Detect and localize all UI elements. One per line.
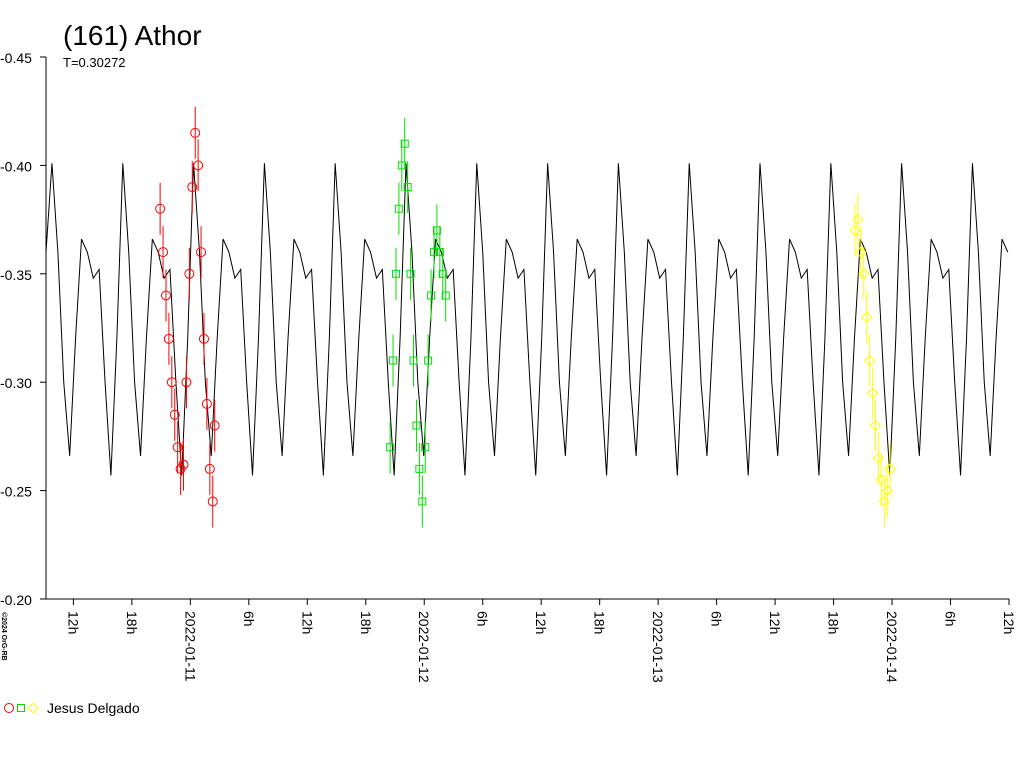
data-point (158, 247, 169, 258)
data-point (204, 463, 215, 474)
data-point (172, 442, 183, 453)
y-tick-label: -0.45 (0, 50, 32, 66)
model-curve (45, 163, 1009, 476)
data-point (397, 161, 406, 170)
data-point (412, 421, 421, 430)
data-point (421, 443, 430, 452)
data-point (441, 291, 450, 300)
data-point (181, 377, 192, 388)
data-point (166, 377, 177, 388)
x-tick-label: 2022-01-14 (884, 611, 900, 683)
y-tick-label: -0.35 (0, 267, 32, 283)
data-point (869, 419, 882, 432)
y-tick-label: -0.20 (0, 592, 32, 608)
data-point (427, 291, 436, 300)
data-point (852, 213, 864, 226)
x-tick-label: 2022-01-12 (416, 611, 432, 683)
x-tick-label: 18h (826, 611, 842, 634)
x-tick-label: 2022-01-11 (182, 611, 198, 682)
data-point (394, 204, 403, 213)
data-point (432, 226, 441, 235)
data-point (196, 247, 207, 258)
data-point (406, 269, 415, 278)
data-point (389, 356, 398, 365)
data-point (884, 463, 896, 475)
data-point (155, 203, 166, 214)
data-point (866, 387, 879, 399)
x-tick-label: 6h (709, 611, 725, 627)
data-point (187, 182, 198, 193)
data-point (429, 248, 438, 257)
data-point (169, 409, 180, 420)
data-point (160, 290, 171, 301)
x-tick-label: 6h (241, 611, 257, 627)
x-tick-label: 6h (943, 611, 959, 627)
data-point (207, 496, 218, 507)
data-point (163, 333, 174, 344)
data-point (409, 356, 418, 365)
x-tick-label: 12h (767, 611, 783, 634)
x-tick-label: 12h (1001, 611, 1017, 634)
data-point (201, 398, 212, 409)
y-tick-label: -0.30 (0, 375, 32, 391)
data-point (403, 183, 412, 192)
y-tick-label: -0.25 (0, 484, 32, 500)
data-point (435, 248, 444, 257)
data-point (209, 420, 220, 431)
x-tick-label: 18h (124, 611, 140, 634)
legend-symbol (27, 702, 39, 714)
x-tick-label: 12h (65, 611, 81, 634)
x-tick-label: 18h (592, 611, 608, 634)
chart-title: (161) Athor (63, 20, 202, 51)
data-point (400, 139, 409, 148)
x-tick-label: 2022-01-13 (650, 611, 666, 683)
data-point (198, 333, 209, 344)
data-point (861, 311, 873, 323)
legend-symbol (4, 703, 14, 713)
data-point (184, 268, 195, 279)
chart-subtitle: T=0.30272 (63, 55, 126, 70)
data-point (178, 459, 189, 470)
x-tick-label: 6h (475, 611, 491, 627)
data-point (391, 269, 400, 278)
data-point (418, 497, 427, 506)
data-point (858, 268, 870, 280)
data-point (438, 269, 447, 278)
data-point (424, 356, 433, 365)
y-tick-label: -0.40 (0, 158, 32, 174)
data-point (190, 127, 201, 138)
data-point (415, 464, 424, 473)
data-point (863, 354, 876, 367)
x-tick-label: 12h (299, 611, 315, 634)
legend-label: Jesus Delgado (47, 700, 140, 716)
x-tick-label: 12h (533, 611, 549, 634)
x-tick-label: 18h (358, 611, 374, 634)
data-point (193, 160, 204, 171)
credit: ©2024 OrG-RB (0, 612, 8, 661)
data-point (386, 443, 395, 452)
legend-symbol (17, 704, 25, 712)
